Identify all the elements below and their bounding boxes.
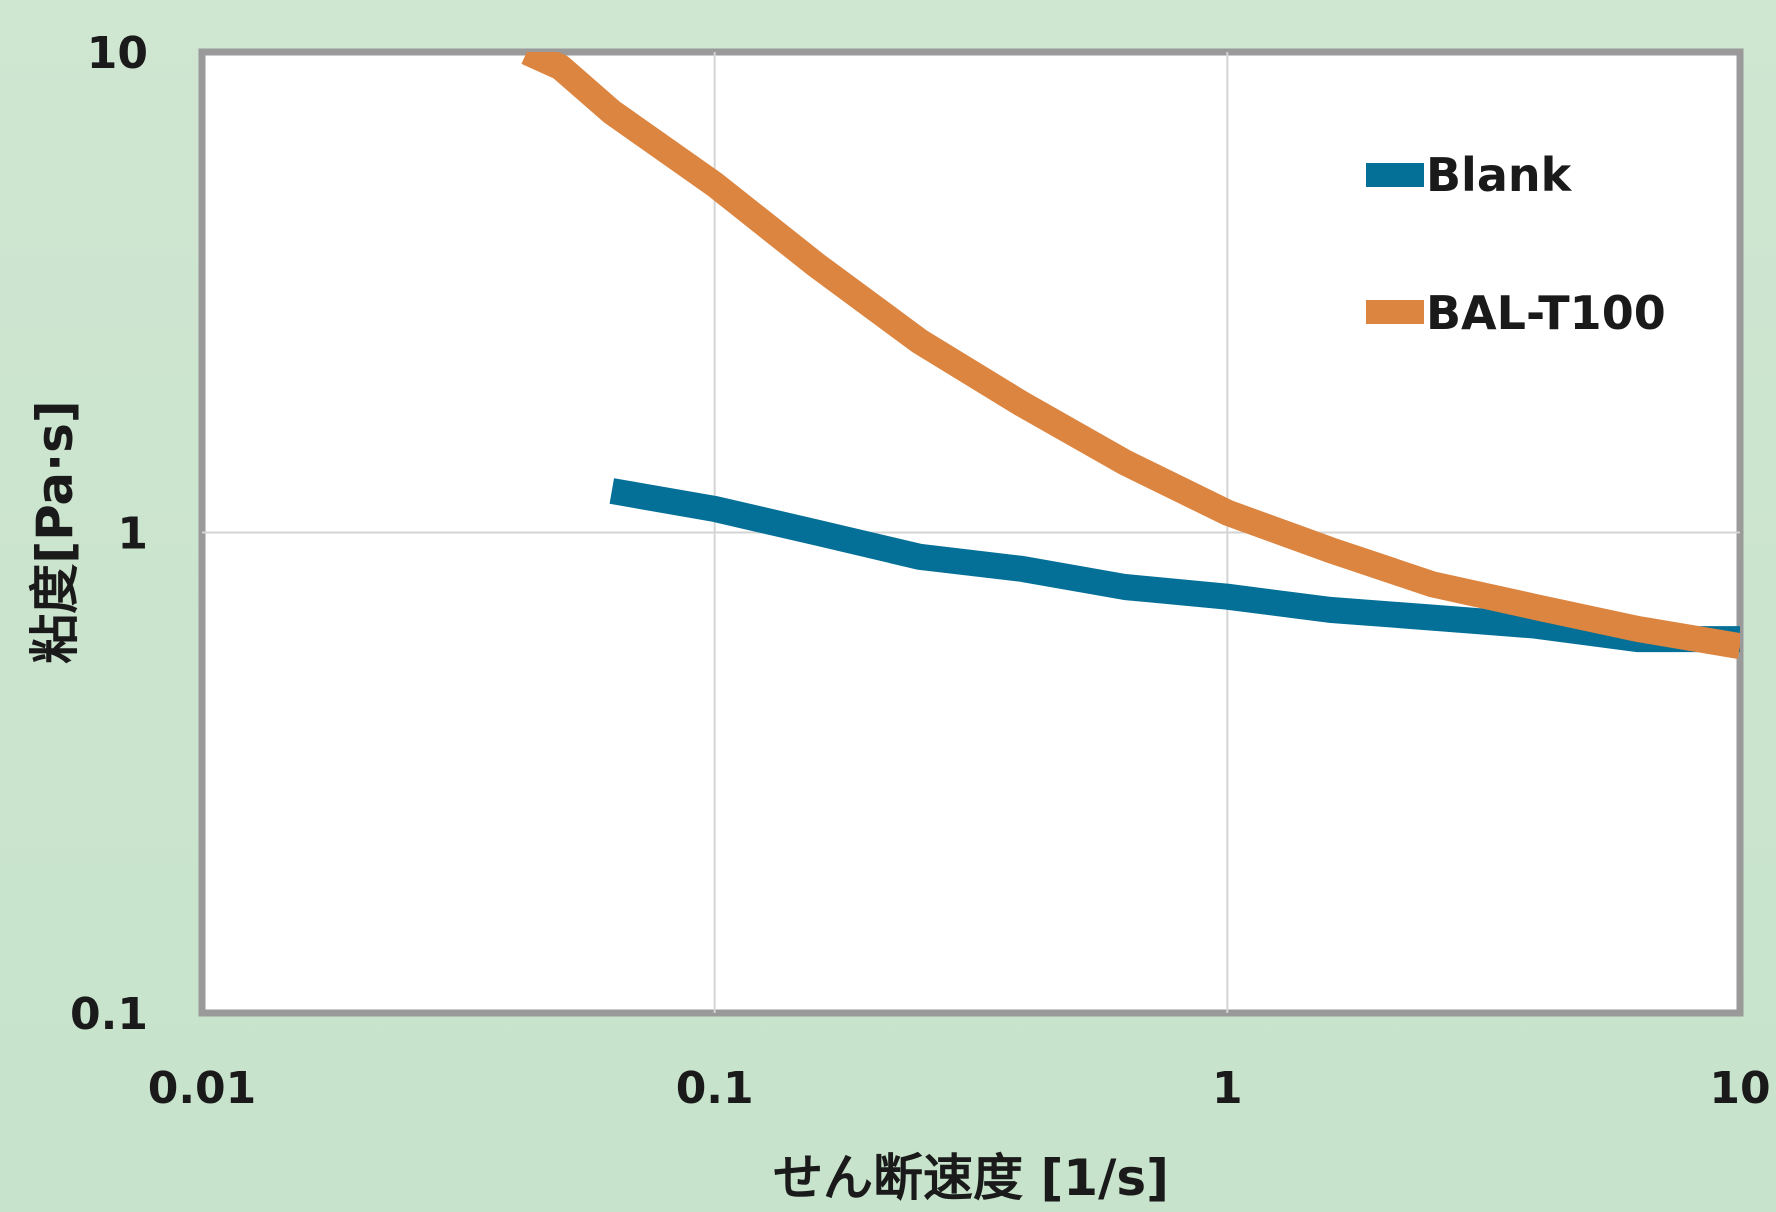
legend: Blank BAL-T100 <box>1366 148 1666 340</box>
y-axis-ticks: 0.1 1 10 <box>70 28 148 1040</box>
x-axis-ticks: 0.01 0.1 1 10 <box>148 1063 1771 1114</box>
x-tick-label: 1 <box>1212 1063 1243 1114</box>
x-axis-title: せん断速度 [1/s] <box>773 1149 1169 1207</box>
series-line-blank <box>609 478 1740 653</box>
y-tick-label: 0.1 <box>70 989 148 1040</box>
y-axis-title: 粘度[Pa·s] <box>26 400 84 664</box>
grid-lines <box>202 52 1740 1013</box>
legend-swatch-bal-t100 <box>1366 300 1424 324</box>
legend-label-bal-t100: BAL-T100 <box>1426 286 1666 340</box>
legend-swatch-blank <box>1366 163 1424 187</box>
y-tick-label: 1 <box>117 509 148 560</box>
y-tick-label: 10 <box>87 28 148 79</box>
x-tick-label: 0.1 <box>676 1063 754 1114</box>
x-tick-label: 0.01 <box>148 1063 257 1114</box>
series-line-bal-t100 <box>521 52 1740 660</box>
series-lines <box>521 52 1740 660</box>
x-tick-label: 10 <box>1709 1063 1770 1114</box>
legend-label-blank: Blank <box>1426 148 1573 202</box>
